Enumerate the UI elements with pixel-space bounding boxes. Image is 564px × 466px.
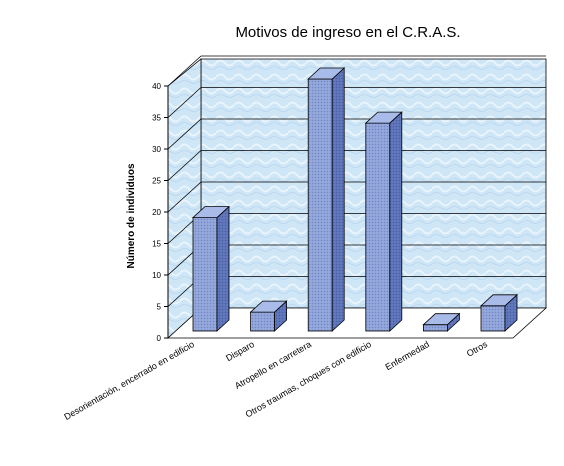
y-tick-label-6: 30 bbox=[152, 145, 161, 154]
x-tick-label-4: Enfermedad bbox=[384, 339, 431, 372]
y-tick-label-7: 35 bbox=[152, 114, 161, 123]
x-tick-label-1: Disparo bbox=[224, 339, 256, 363]
y-tick-label-0: 0 bbox=[157, 334, 162, 343]
y-tick-label-3: 15 bbox=[152, 240, 161, 249]
bar-front-0 bbox=[192, 217, 218, 332]
bar-front-2 bbox=[307, 78, 333, 332]
y-tick-label-5: 25 bbox=[152, 177, 161, 186]
bar-2 bbox=[307, 67, 346, 332]
bar-top-0 bbox=[191, 206, 231, 219]
y-axis: 0 5 10 15 20 25 30 35 40 bbox=[152, 82, 169, 343]
bar-0 bbox=[191, 205, 231, 332]
bar-side-3 bbox=[389, 111, 403, 332]
bar-4 bbox=[422, 312, 461, 332]
bar-1 bbox=[249, 300, 288, 332]
y-tick-label-1: 5 bbox=[157, 303, 162, 312]
y-axis-title: Número de individuos bbox=[126, 163, 137, 268]
bar-top-4 bbox=[422, 313, 461, 326]
bar-side-0 bbox=[216, 205, 230, 332]
gridline-side-5 bbox=[167, 150, 202, 181]
bar-top-2 bbox=[307, 67, 346, 80]
y-tick-label-2: 10 bbox=[152, 271, 161, 280]
gridline-side-7 bbox=[167, 87, 202, 118]
y-tick-label-8: 40 bbox=[152, 82, 161, 91]
bar-front-3 bbox=[365, 122, 391, 332]
x-tick-label-3: Otros traumas, choques con edificio bbox=[244, 339, 373, 419]
gridline-side-8 bbox=[167, 55, 202, 87]
bar-top-5 bbox=[479, 294, 519, 307]
bar-front-1 bbox=[250, 311, 276, 332]
bar-front-4 bbox=[422, 324, 448, 332]
bar-front-5 bbox=[480, 305, 506, 332]
bar-side-2 bbox=[331, 67, 345, 332]
bar-top-3 bbox=[364, 111, 403, 124]
bar-3 bbox=[364, 111, 403, 332]
gridline-side-6 bbox=[167, 118, 202, 150]
bars bbox=[191, 67, 519, 332]
bar-top-1 bbox=[249, 300, 288, 313]
x-axis-labels: Desorientación, encerrado en edificio Dis… bbox=[62, 339, 489, 422]
x-tick-label-0: Desorientación, encerrado en edificio bbox=[62, 339, 196, 422]
x-tick-label-5: Otros bbox=[465, 339, 489, 359]
gridline-side-4 bbox=[167, 181, 202, 213]
bar-5 bbox=[479, 293, 519, 332]
chart-title: Motivos de ingreso en el C.R.A.S. bbox=[235, 24, 460, 41]
y-tick-label-4: 20 bbox=[152, 208, 161, 217]
